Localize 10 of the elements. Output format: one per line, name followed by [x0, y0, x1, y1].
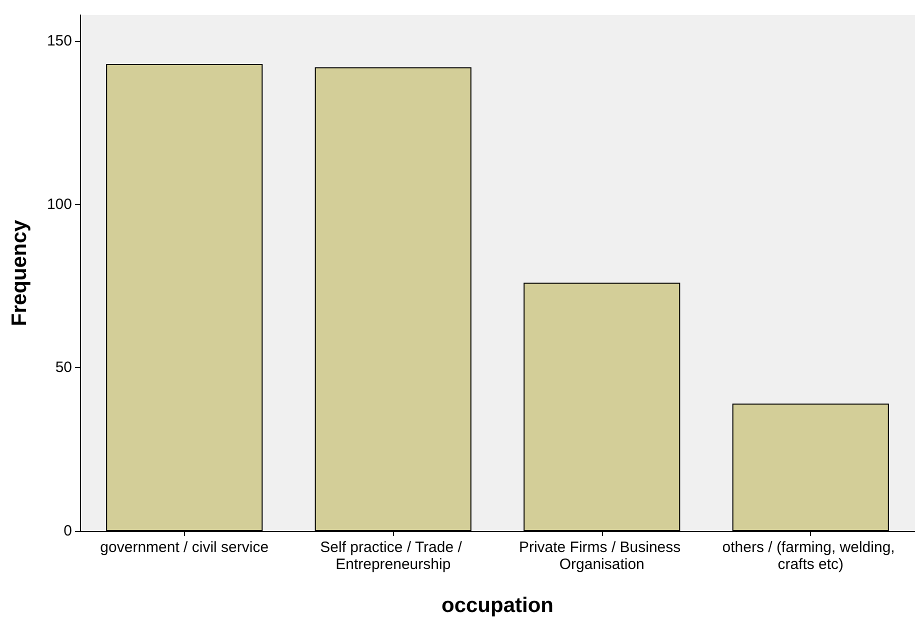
y-axis-title: Frequency: [8, 220, 31, 326]
y-tick-label: 150: [46, 32, 72, 50]
y-tick-label: 50: [55, 359, 72, 376]
x-tick-label: Private Firms / Business Organisation: [518, 539, 685, 573]
y-tick-label: 0: [64, 522, 72, 540]
x-axis-title: occupation: [441, 594, 554, 617]
y-tick-label: 100: [46, 196, 72, 213]
x-tick-label: Self practice / Trade / Entrepreneurship: [320, 539, 466, 573]
x-tick-label: others / (farming, welding, crafts etc): [722, 539, 899, 573]
x-tick-label: government / civil service: [100, 539, 269, 556]
